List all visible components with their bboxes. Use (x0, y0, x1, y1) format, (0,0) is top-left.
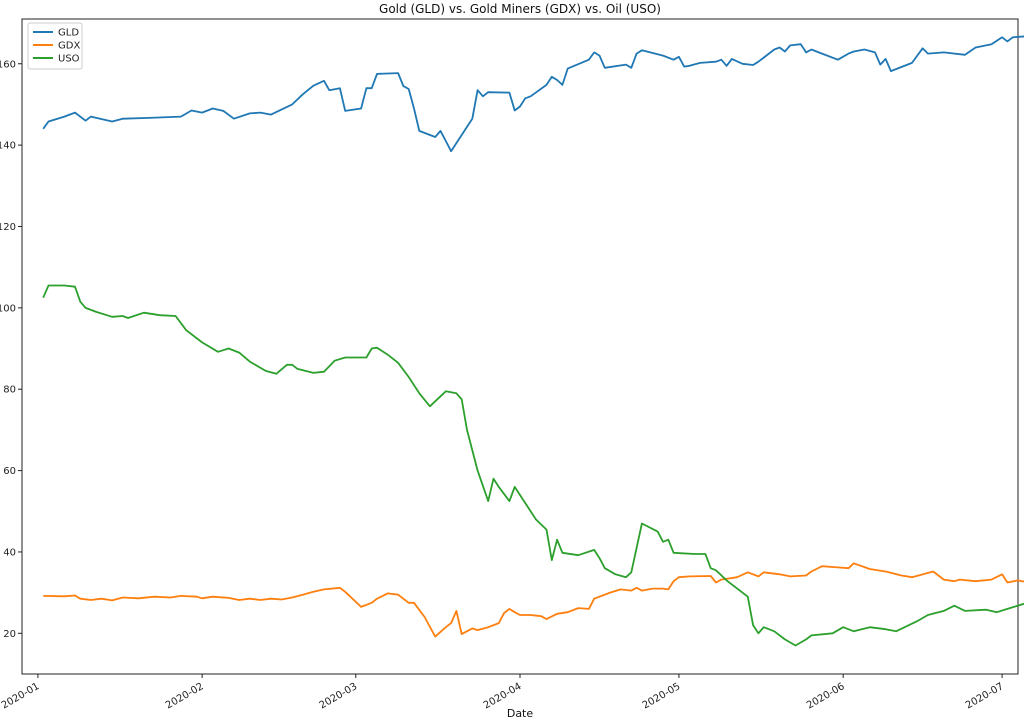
series-line-gld (42, 35, 1024, 153)
chart-title: Gold (GLD) vs. Gold Miners (GDX) vs. Oil… (379, 2, 661, 16)
series-layer (42, 35, 1024, 647)
y-tick-label: 160 (0, 59, 16, 70)
x-axis-title: Date (507, 707, 534, 720)
y-tick-label: 40 (3, 547, 16, 558)
y-tick-label: 140 (0, 141, 16, 152)
y-tick-label: 60 (3, 466, 16, 477)
legend: GLD GDX USO (27, 22, 83, 70)
y-tick-label: 20 (3, 629, 16, 640)
legend-label-uso: USO (58, 54, 80, 65)
y-tick-label: 100 (0, 303, 16, 314)
legend-label-gdx: GDX (58, 41, 80, 52)
series-line-gdx (43, 562, 1024, 638)
y-tick-label: 80 (3, 385, 16, 396)
series-line-uso (42, 284, 1024, 647)
y-tick-label: 120 (0, 222, 16, 233)
legend-label-gld: GLD (58, 28, 79, 39)
y-axis: 20 40 60 80 100 120 140 160 (0, 59, 22, 640)
